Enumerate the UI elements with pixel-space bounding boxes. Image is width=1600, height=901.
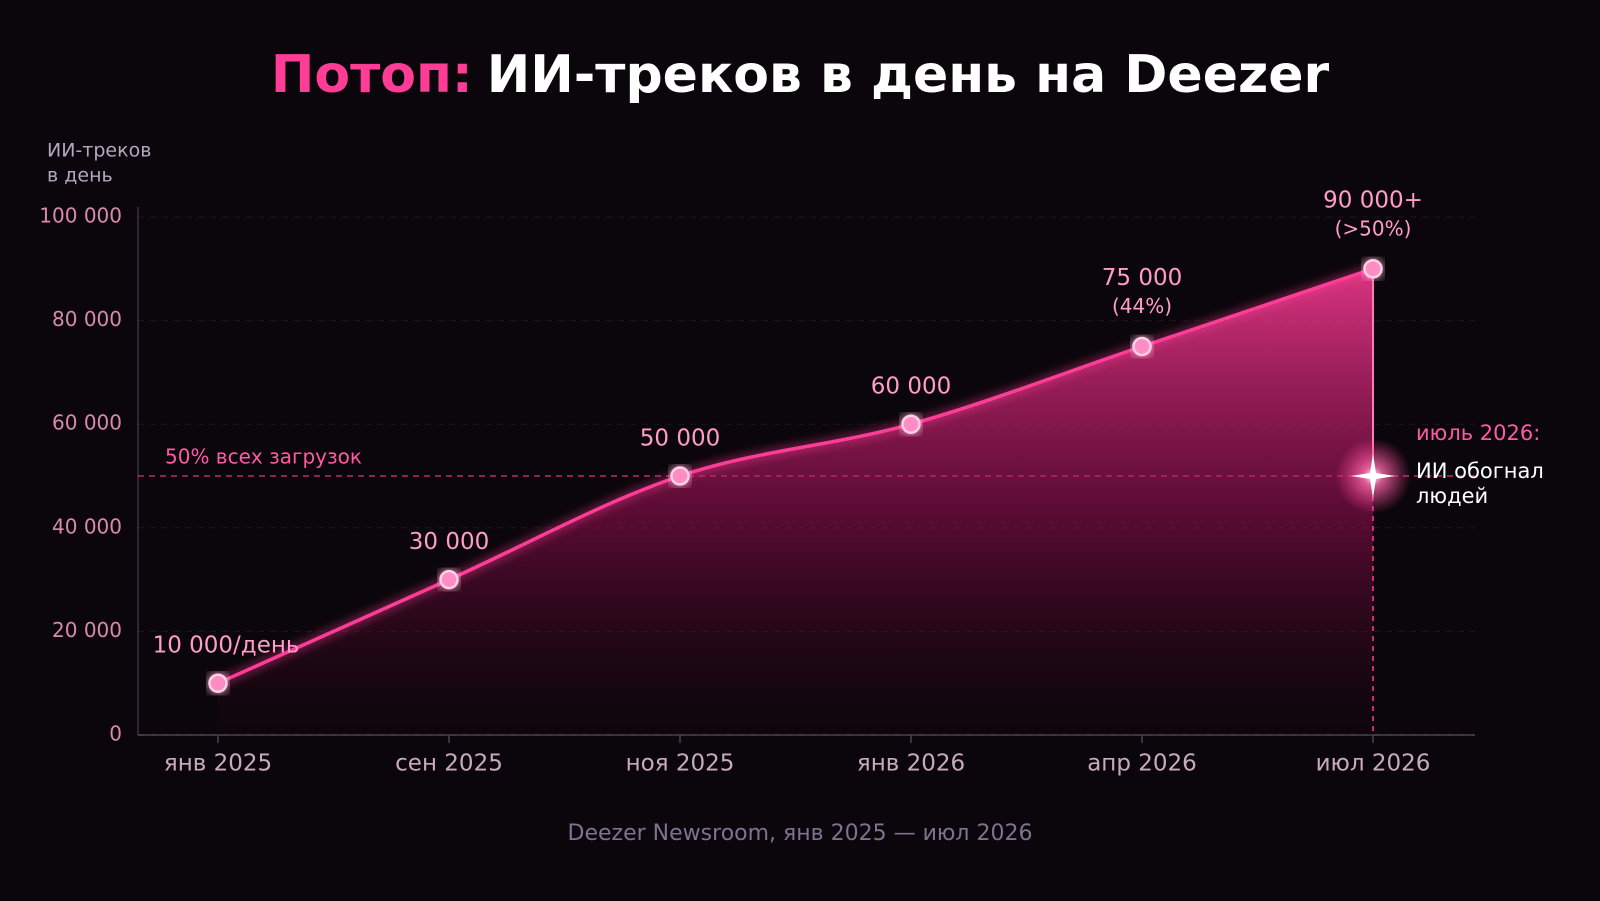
x-tick-label: апр 2026 xyxy=(1087,751,1197,777)
y-axis-label: в день xyxy=(47,165,113,187)
annotation-title: июль 2026: xyxy=(1416,421,1540,445)
y-tick-label: 80 000 xyxy=(52,307,122,331)
y-tick-label: 100 000 xyxy=(39,204,122,228)
value-sublabel: (>50%) xyxy=(1335,216,1412,240)
x-tick-label: ноя 2025 xyxy=(626,751,735,777)
line xyxy=(217,267,1374,685)
y-tick-label: 40 000 xyxy=(52,514,122,538)
point xyxy=(1132,336,1152,357)
value-sublabel: (44%) xyxy=(1112,294,1172,318)
area xyxy=(218,268,1373,735)
title-text: ИИ-треков в день на Deezer xyxy=(487,45,1330,105)
y-tick-label: 20 000 xyxy=(52,618,122,642)
value-label: 60 000 xyxy=(871,374,951,400)
title-highlight: Потоп: xyxy=(271,45,473,105)
value-label: 30 000 xyxy=(409,529,489,555)
point xyxy=(208,673,228,693)
reference-label: 50% всех загрузок xyxy=(165,445,362,469)
value-label: 90 000+ xyxy=(1323,187,1423,213)
point xyxy=(439,569,459,590)
source: Deezer Newsroom, янв 2025 — июл 2026 xyxy=(568,821,1033,846)
value-label: 75 000 xyxy=(1102,265,1182,291)
annotation-text: ИИ обогнал xyxy=(1416,459,1544,483)
value-label: 50 000 xyxy=(640,426,720,452)
x-tick-label: сен 2025 xyxy=(395,751,503,777)
x-tick-label: июл 2026 xyxy=(1316,751,1431,777)
x-tick-label: янв 2025 xyxy=(164,751,272,777)
chart-title: Потоп: ИИ-треков в день на Deezer xyxy=(271,45,1330,105)
point xyxy=(670,466,690,486)
y-axis-label: ИИ-треков xyxy=(47,140,151,162)
point xyxy=(901,414,921,434)
x-tick-label: янв 2026 xyxy=(857,751,965,777)
point xyxy=(1363,259,1383,279)
value-label: 10 000/день xyxy=(153,633,300,659)
y-tick-label: 0 xyxy=(109,722,122,746)
annotation-text: людей xyxy=(1416,484,1488,508)
y-tick-label: 60 000 xyxy=(52,411,122,435)
crossing-star xyxy=(1351,454,1395,498)
